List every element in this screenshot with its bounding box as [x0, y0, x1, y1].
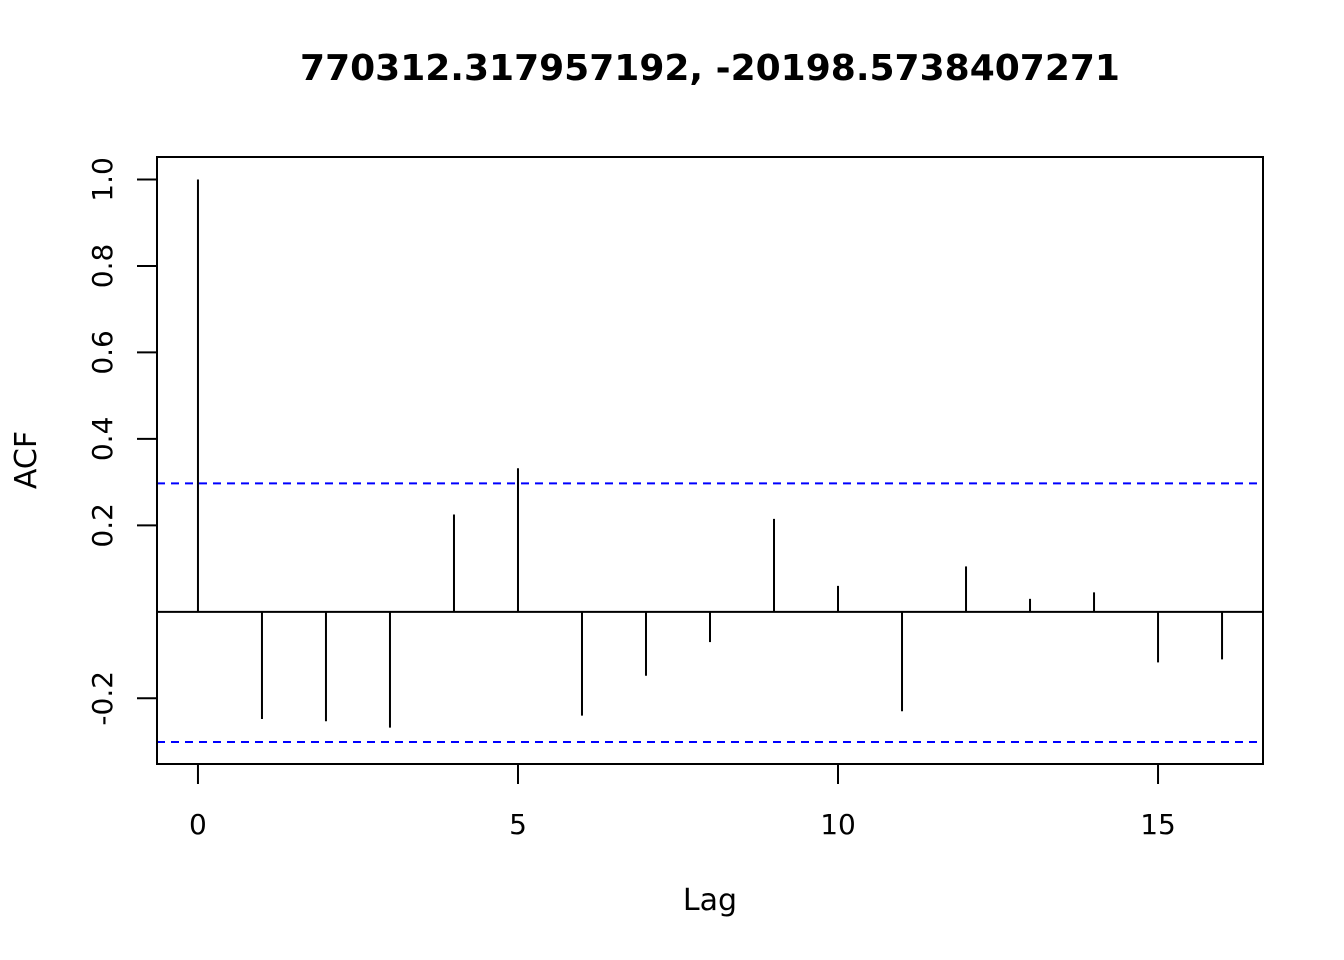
- x-tick-label: 5: [509, 808, 527, 841]
- y-tick-label: 1.0: [86, 157, 119, 202]
- chart-title: 770312.317957192, -20198.5738407271: [300, 48, 1120, 89]
- x-tick-label: 10: [820, 808, 856, 841]
- x-axis-label: Lag: [683, 883, 737, 918]
- y-tick-label: -0.2: [86, 671, 119, 726]
- y-tick-label: 0.6: [86, 330, 119, 375]
- y-tick-label: 0.4: [86, 417, 119, 462]
- x-tick-label: 15: [1140, 808, 1176, 841]
- x-axis: 0 5 10 15: [189, 763, 1176, 841]
- y-tick-label: 0.2: [86, 503, 119, 548]
- y-tick-label: 0.8: [86, 244, 119, 289]
- y-axis: -0.2 0.2 0.4 0.6 0.8 1.0: [86, 157, 158, 726]
- plot-frame: [156, 156, 1264, 765]
- x-tick-label: 0: [189, 808, 207, 841]
- plot-area: [157, 179, 1263, 743]
- y-axis-label: ACF: [9, 431, 44, 489]
